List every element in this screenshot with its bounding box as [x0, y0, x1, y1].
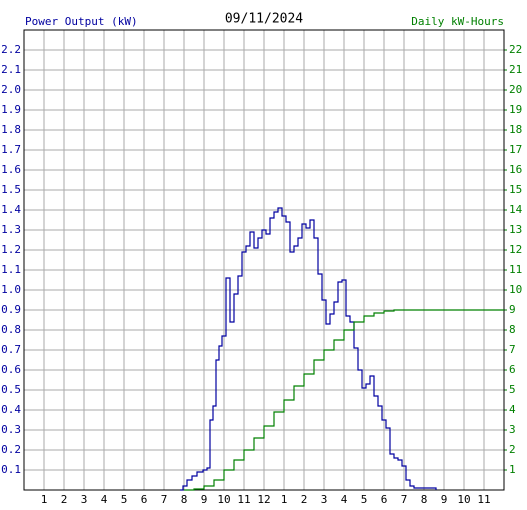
chart-title: 09/11/2024: [225, 12, 303, 27]
y2-tick-label: 9: [509, 303, 516, 316]
y2-tick-label: 18: [509, 123, 522, 136]
x-tick-label: 11: [237, 493, 250, 506]
y2-tick-label: 1: [509, 463, 516, 476]
x-tick-label: 3: [81, 493, 88, 506]
y2-tick-label: 4: [509, 403, 516, 416]
y-tick-label: 2.2: [1, 43, 21, 56]
y2-tick-label: 11: [509, 263, 522, 276]
x-tick-label: 11: [477, 493, 490, 506]
x-tick-label: 9: [201, 493, 208, 506]
y2-tick-label: 20: [509, 83, 522, 96]
y2-tick-label: 21: [509, 63, 522, 76]
x-tick-label: 5: [361, 493, 368, 506]
series-line: [180, 207, 437, 491]
y-tick-label: 1.9: [1, 103, 21, 116]
y2-tick-label: 22: [509, 43, 522, 56]
y-tick-label: 1.0: [1, 283, 21, 296]
y-tick-label: 1.7: [1, 143, 21, 156]
y2-tick-label: 16: [509, 163, 522, 176]
y2-tick-label: 8: [509, 323, 516, 336]
y2-axis-title: Daily kW-Hours: [411, 15, 504, 28]
y2-tick-label: 2: [509, 443, 516, 456]
y2-tick-label: 19: [509, 103, 522, 116]
x-tick-label: 4: [101, 493, 108, 506]
x-tick-label: 9: [441, 493, 448, 506]
y-tick-label: 2.1: [1, 63, 21, 76]
y2-tick-label: 10: [509, 283, 522, 296]
y2-tick-label: 3: [509, 423, 516, 436]
y-tick-label: 0.4: [1, 403, 21, 416]
x-tick-label: 12: [257, 493, 270, 506]
x-tick-label: 6: [141, 493, 148, 506]
y-tick-label: 1.3: [1, 223, 21, 236]
y-tick-label: 0.6: [1, 363, 21, 376]
y2-tick-label: 15: [509, 183, 522, 196]
y2-tick-label: 17: [509, 143, 522, 156]
y2-tick-label: 14: [509, 203, 523, 216]
x-tick-label: 2: [61, 493, 68, 506]
y-tick-label: 1.2: [1, 243, 21, 256]
y-tick-label: 0.8: [1, 323, 21, 336]
y2-tick-label: 13: [509, 223, 522, 236]
series-line: [184, 309, 504, 491]
x-tick-label: 8: [421, 493, 428, 506]
x-tick-label: 10: [457, 493, 470, 506]
x-tick-label: 8: [181, 493, 188, 506]
x-tick-label: 7: [161, 493, 168, 506]
y-tick-label: 0.5: [1, 383, 21, 396]
y2-tick-label: 12: [509, 243, 522, 256]
y-tick-label: 1.6: [1, 163, 21, 176]
x-tick-label: 5: [121, 493, 128, 506]
y-tick-label: 0.2: [1, 443, 21, 456]
plot-border: [23, 29, 505, 491]
y-tick-label: 1.8: [1, 123, 21, 136]
x-tick-label: 3: [321, 493, 328, 506]
y-tick-label: 1.1: [1, 263, 21, 276]
y-tick-label: 1.4: [1, 203, 21, 216]
x-tick-label: 1: [281, 493, 288, 506]
x-tick-label: 4: [341, 493, 348, 506]
y2-tick-label: 6: [509, 363, 516, 376]
y-tick-label: 0.3: [1, 423, 21, 436]
y-tick-label: 2.0: [1, 83, 21, 96]
x-tick-label: 1: [41, 493, 48, 506]
x-tick-label: 2: [301, 493, 308, 506]
x-tick-label: 10: [217, 493, 230, 506]
y-tick-label: 1.5: [1, 183, 21, 196]
y2-tick-label: 7: [509, 343, 516, 356]
x-tick-label: 6: [381, 493, 388, 506]
y-axis-title: Power Output (kW): [25, 15, 138, 28]
y-tick-label: 0.7: [1, 343, 21, 356]
y-tick-label: 0.1: [1, 463, 21, 476]
y2-tick-label: 5: [509, 383, 516, 396]
x-tick-label: 7: [401, 493, 408, 506]
y-tick-label: 0.9: [1, 303, 21, 316]
